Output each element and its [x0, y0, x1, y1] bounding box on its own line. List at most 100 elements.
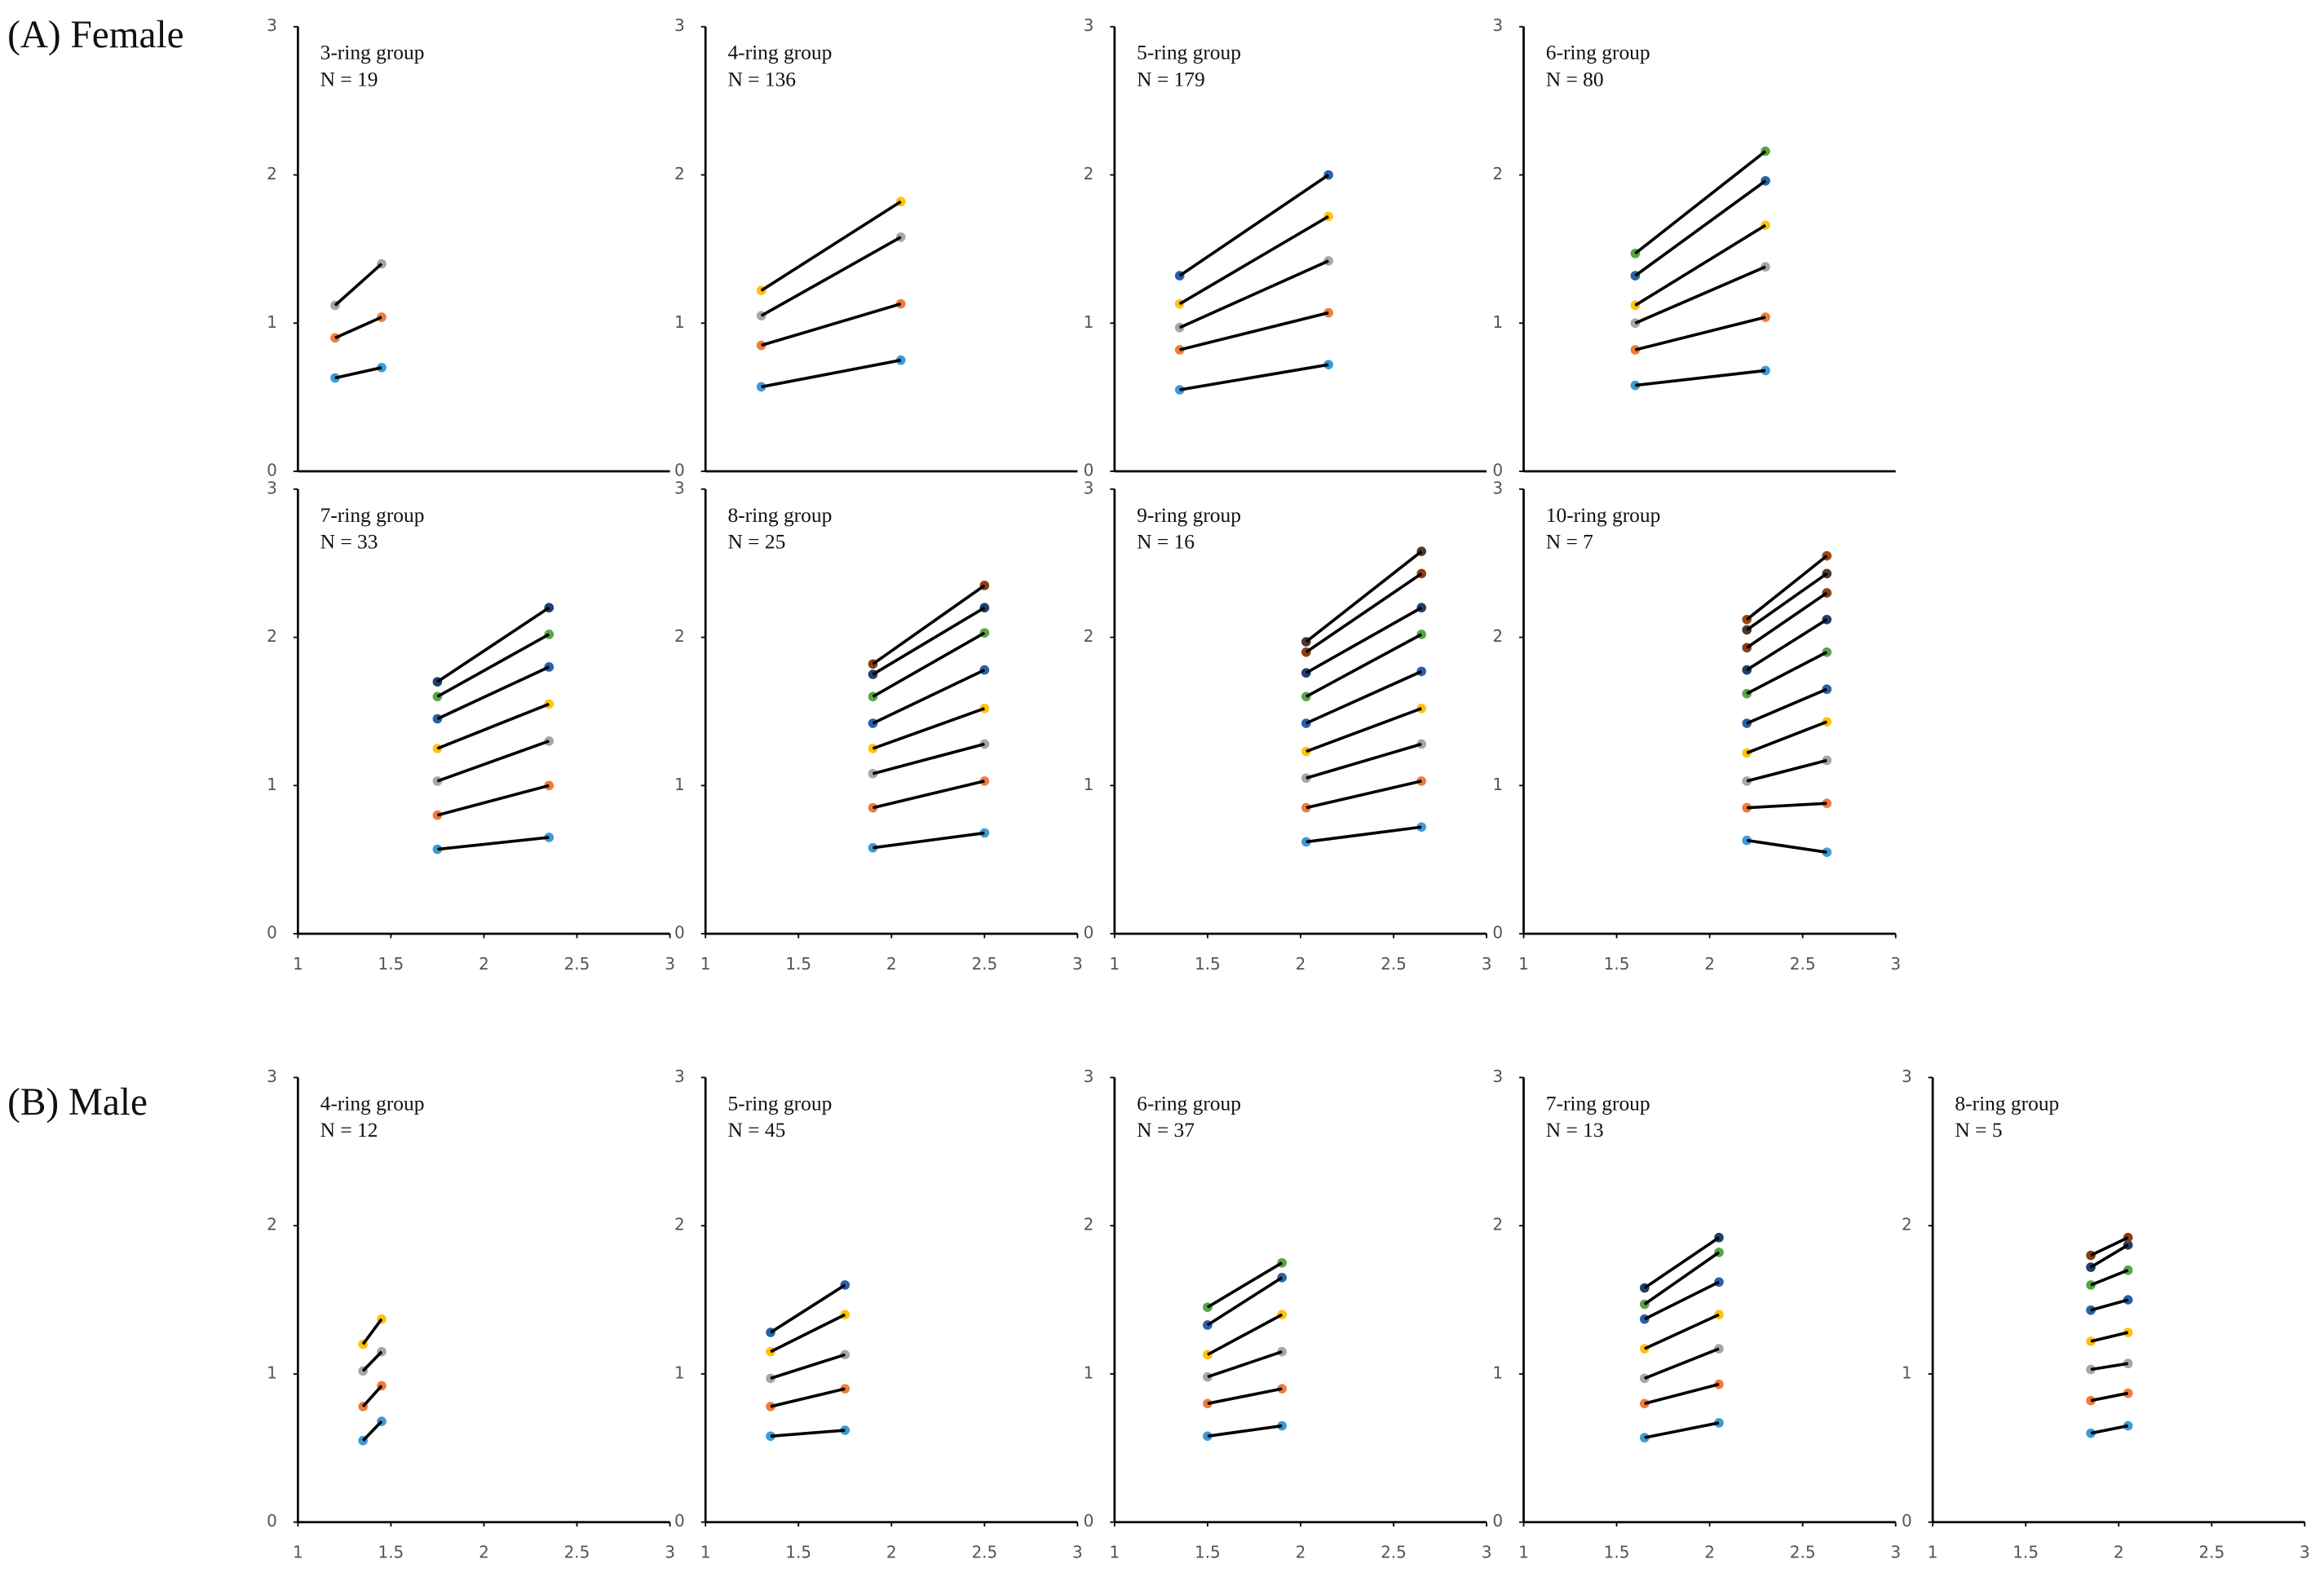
regression-line — [1644, 1382, 1720, 1406]
regression-line — [872, 631, 986, 698]
y-tick-label: 2 — [674, 164, 685, 183]
regression-line — [1643, 1280, 1720, 1321]
panel-title: 4-ring group — [727, 41, 832, 64]
y-tick-label: 0 — [1492, 1511, 1503, 1531]
regression-line — [436, 740, 550, 783]
y-tick-label: 0 — [1084, 923, 1094, 943]
regression-line — [1746, 758, 1827, 783]
x-tick-label: 2 — [886, 1542, 897, 1562]
regression-line — [872, 584, 986, 665]
y-tick-label: 3 — [267, 478, 277, 497]
regression-line — [1634, 265, 1766, 325]
regression-line — [1305, 572, 1423, 654]
panel-subtitle: N = 13 — [1546, 1118, 1604, 1142]
panel-title: 7-ring group — [1546, 1091, 1650, 1115]
regression-line — [1644, 1347, 1720, 1380]
panel-title: 5-ring group — [1137, 41, 1241, 64]
panel-title: 9-ring group — [1137, 503, 1241, 527]
x-tick-label: 2 — [479, 954, 489, 974]
x-tick-label: 2 — [479, 1542, 489, 1562]
x-tick-label: 1 — [1928, 1542, 1938, 1562]
x-tick-label: 1 — [293, 1542, 303, 1562]
y-tick-label: 2 — [267, 164, 277, 183]
regression-line — [1305, 550, 1423, 643]
regression-line — [2090, 1269, 2129, 1287]
point — [1174, 345, 1185, 355]
point — [432, 810, 443, 820]
point — [1416, 822, 1427, 833]
regression-line — [760, 236, 902, 317]
y-tick-label: 1 — [267, 1363, 277, 1382]
panel-title: 8-ring group — [1955, 1091, 2059, 1115]
x-tick-label: 1 — [1518, 954, 1529, 974]
point — [1277, 1420, 1287, 1431]
point — [1761, 312, 1770, 322]
panel-title: 5-ring group — [727, 1091, 832, 1115]
x-tick-label: 1 — [1109, 1542, 1120, 1562]
x-tick-label: 2.5 — [564, 954, 590, 974]
regression-line — [1306, 742, 1422, 780]
point — [2086, 1428, 2096, 1438]
x-tick-label: 2.5 — [971, 1542, 997, 1562]
panel: 0 1 2 3 5-ring group N = 179 — [1084, 15, 1487, 480]
x-tick-label: 3 — [2300, 1542, 2310, 1562]
x-tick-label: 2 — [1296, 954, 1306, 974]
x-tick-label: 3 — [1482, 954, 1492, 974]
y-tick-label: 2 — [1084, 1215, 1094, 1235]
panel-title: 10-ring group — [1546, 503, 1661, 527]
y-tick-label: 0 — [267, 1511, 277, 1531]
section-label: (B) Male — [7, 1081, 148, 1124]
regression-line — [1746, 687, 1828, 725]
regression-line — [334, 366, 382, 380]
y-tick-label: 1 — [674, 1363, 685, 1382]
panel-title: 4-ring group — [320, 1091, 425, 1115]
point — [2123, 1358, 2133, 1369]
panel-title: 8-ring group — [727, 503, 832, 527]
panel-subtitle: N = 19 — [320, 67, 378, 91]
regression-line — [872, 707, 985, 750]
x-tick-label: 1.5 — [2013, 1542, 2039, 1562]
point — [1742, 835, 1752, 846]
y-tick-label: 2 — [674, 626, 685, 646]
regression-line — [873, 831, 985, 850]
x-tick-label: 1.5 — [1604, 954, 1630, 974]
point — [979, 739, 990, 749]
regression-line — [1747, 802, 1827, 810]
regression-line — [761, 302, 902, 347]
x-tick-label: 1 — [1109, 954, 1120, 974]
panel-subtitle: N = 33 — [320, 530, 378, 554]
point — [1416, 776, 1427, 786]
panel-title: 3-ring group — [320, 41, 425, 64]
section-label: (A) Female — [7, 14, 183, 56]
point — [2123, 1388, 2133, 1398]
y-tick-label: 0 — [1902, 1511, 1912, 1531]
panel-title: 7-ring group — [320, 503, 425, 527]
y-tick-label: 3 — [1492, 15, 1503, 35]
panel-subtitle: N = 136 — [727, 67, 796, 91]
regression-line — [1305, 633, 1423, 698]
y-tick-label: 2 — [1492, 164, 1503, 183]
regression-line — [770, 1283, 846, 1334]
regression-line — [1178, 259, 1329, 329]
y-tick-label: 2 — [1492, 1215, 1503, 1235]
y-tick-label: 1 — [267, 312, 277, 332]
y-tick-label: 3 — [1492, 1067, 1503, 1086]
y-tick-label: 1 — [1084, 775, 1094, 794]
regression-line — [1306, 780, 1422, 810]
x-tick-label: 2 — [2114, 1542, 2124, 1562]
panel: 0 1 2 3 6-ring group N = 80 — [1492, 15, 1896, 480]
regression-line — [1643, 1313, 1720, 1350]
x-tick-label: 2.5 — [1790, 954, 1816, 974]
regression-line — [361, 1385, 383, 1408]
regression-line — [1746, 651, 1828, 696]
panel-subtitle: N = 25 — [727, 530, 785, 554]
y-tick-label: 2 — [674, 1215, 685, 1235]
x-tick-label: 2.5 — [1381, 1542, 1407, 1562]
y-tick-label: 0 — [1492, 461, 1503, 480]
panel-subtitle: N = 16 — [1137, 530, 1195, 554]
